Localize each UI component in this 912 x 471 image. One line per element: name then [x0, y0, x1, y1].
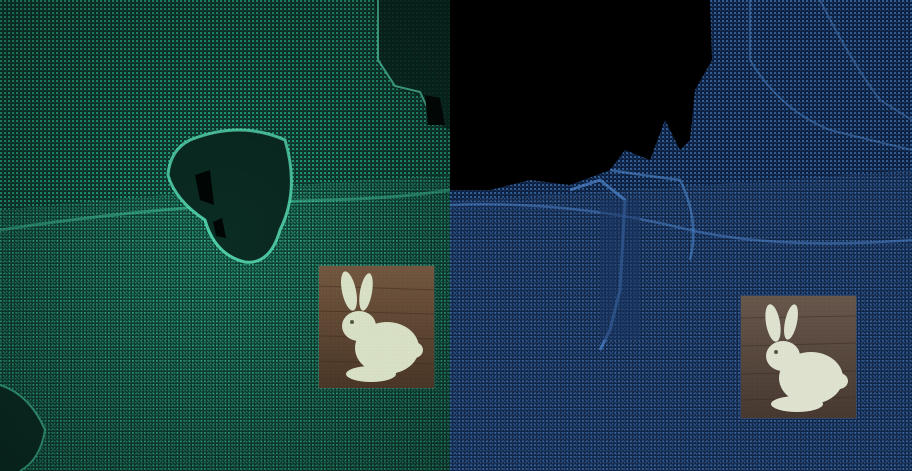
left-point-cloud-panel: [0, 0, 450, 471]
right-point-cloud-panel: [450, 0, 912, 471]
green-point-cloud: [0, 0, 450, 471]
bunny-photo-left: [319, 266, 434, 388]
bunny-thumbnail-left: [318, 265, 435, 389]
bunny-photo-right: [741, 296, 856, 418]
bunny-thumbnail-right: [740, 295, 857, 419]
